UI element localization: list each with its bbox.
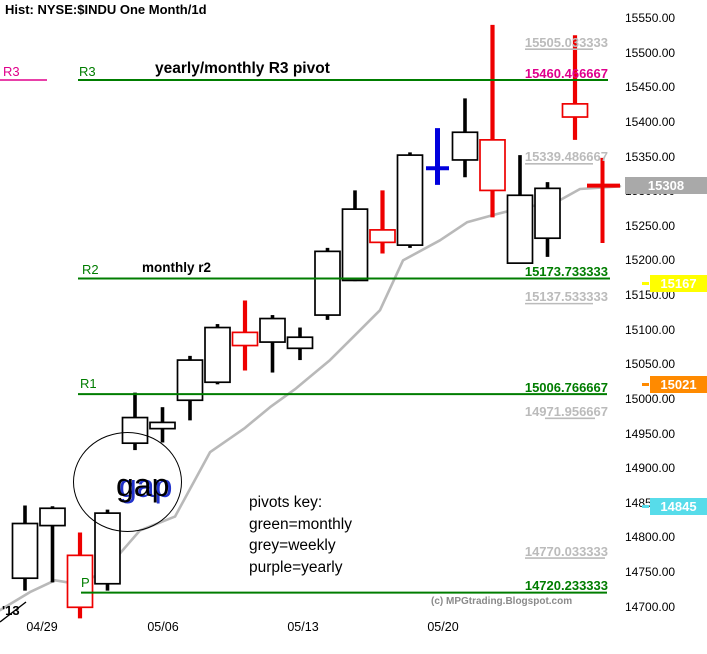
pivot-value-label: 15137.533333	[524, 289, 608, 305]
price-badge: 15167	[650, 274, 707, 292]
y-axis-tick: 14700.00	[625, 599, 676, 614]
candlestick	[426, 128, 449, 185]
candlestick	[451, 98, 479, 178]
gap-ellipse	[73, 432, 182, 532]
pivot-value-label: 15173.733333	[524, 264, 608, 280]
pivot-value-label: 14720.233333	[524, 578, 608, 594]
pivots-key-line-monthly: green=monthly	[249, 515, 352, 533]
gap-annotation: gap	[116, 467, 170, 503]
pivots-key-line-yearly: purple=yearly	[249, 558, 343, 576]
candlestick	[369, 190, 396, 254]
candlestick	[259, 315, 286, 373]
r2-label: R2	[82, 262, 99, 277]
y-axis-tick: 15350.00	[625, 149, 676, 164]
x-axis-date: 05/20	[427, 620, 459, 634]
y-axis-tick: 14800.00	[625, 530, 676, 545]
year-axis-tick	[0, 601, 27, 623]
pivot-value-label: 15006.766667	[524, 379, 608, 395]
candlestick	[39, 506, 66, 583]
pivot-value-label: 15339.486667	[524, 149, 608, 165]
y-axis-tick: 15000.00	[625, 391, 676, 406]
candlestick	[561, 35, 589, 140]
pivot-value-label: 14770.033333	[524, 543, 608, 559]
candlestick	[506, 155, 534, 264]
price-badge: 14845	[650, 497, 707, 515]
price-badge: 15021	[650, 375, 707, 393]
candlestick	[534, 182, 561, 257]
r2-note: monthly r2	[142, 260, 212, 275]
copyright-note: (c) MPGtrading.Blogspot.com	[431, 596, 573, 607]
x-axis-date: 05/06	[147, 620, 179, 634]
price-badge-tick	[642, 382, 649, 386]
y-axis-tick: 15400.00	[625, 114, 676, 129]
pivot-value-label: 14971.956667	[524, 403, 608, 419]
y-axis-tick: 14950.00	[625, 426, 676, 441]
p-label: P	[81, 575, 90, 590]
candlestick	[286, 327, 314, 361]
monthly-r3-label: R3	[79, 64, 96, 79]
year-label: '13	[2, 603, 20, 618]
pivots-key: pivots key: green=monthly grey=weekly pu…	[249, 492, 352, 578]
candlestick	[204, 324, 231, 385]
y-axis-tick: 15100.00	[625, 322, 676, 337]
candlestick	[11, 505, 39, 591]
y-axis-tick: 15550.00	[625, 11, 676, 25]
price-badge: 15308	[625, 177, 707, 195]
y-axis-tick: 15450.00	[625, 80, 676, 95]
candlestick	[341, 190, 369, 282]
r3-pivot-note: yearly/monthly R3 pivot	[155, 60, 330, 77]
y-axis-tick: 15500.00	[625, 45, 676, 60]
pivots-key-line-title: pivots key:	[249, 494, 323, 511]
pivots-key-line-weekly: grey=weekly	[249, 537, 336, 554]
pivot-value-label: 15505.033333	[524, 34, 608, 50]
candlestick	[176, 355, 204, 421]
candlestick	[231, 300, 259, 371]
candlestick	[587, 157, 620, 244]
pivot-value-label: 15460.466667	[524, 65, 608, 81]
y-axis-tick: 15050.00	[625, 357, 676, 372]
price-badge-tick	[642, 504, 649, 508]
y-axis-tick: 14900.00	[625, 461, 676, 476]
candlestick	[149, 407, 176, 443]
y-axis-tick: 15250.00	[625, 218, 676, 233]
candlestick	[479, 24, 506, 218]
r1-label: R1	[80, 376, 97, 391]
chart-title: Hist: NYSE:$INDU One Month/1d	[5, 2, 207, 17]
candlestick	[314, 247, 341, 320]
yearly-r3-label: R3	[3, 64, 20, 79]
x-axis-date: 04/29	[26, 620, 58, 634]
y-axis-tick: 15200.00	[625, 253, 676, 268]
candlestick	[396, 152, 424, 248]
x-axis-date: 05/13	[287, 620, 319, 634]
y-axis-tick: 14750.00	[625, 565, 676, 579]
candlestick	[66, 532, 94, 619]
price-badge-tick	[642, 281, 649, 285]
